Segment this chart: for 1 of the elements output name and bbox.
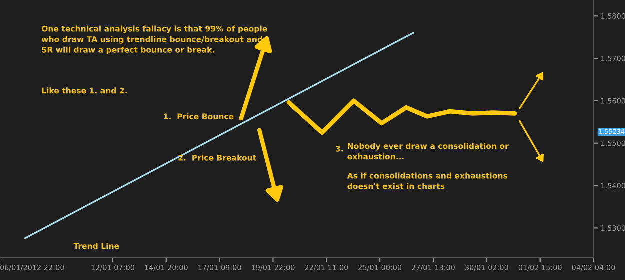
line-series — [286, 98, 518, 135]
